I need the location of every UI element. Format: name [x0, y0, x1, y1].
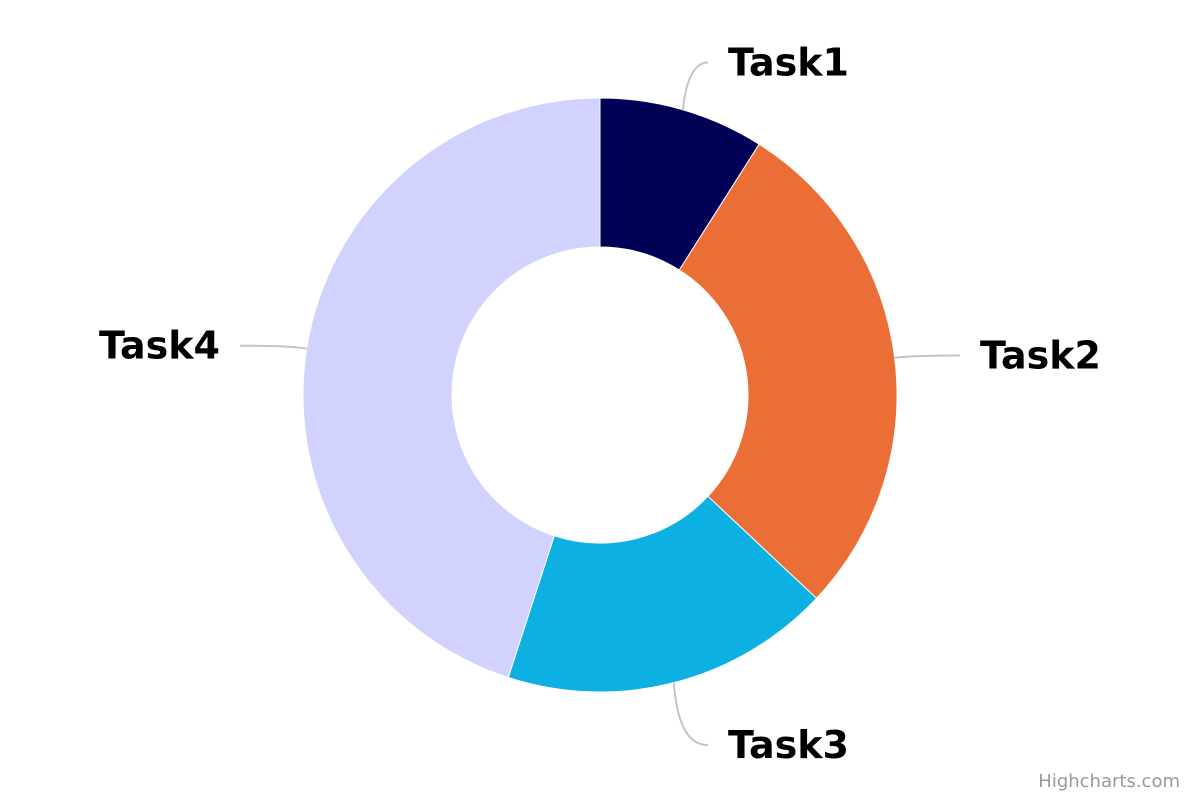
connector-task3	[672, 682, 709, 747]
slice-task2[interactable]	[678, 143, 898, 600]
connector-task2	[894, 354, 961, 359]
label-task1: Task1	[728, 41, 849, 85]
slices-group	[302, 97, 898, 693]
labels-group: Task1 Task2 Task3 Task4	[99, 41, 1101, 768]
label-task2: Task2	[980, 334, 1101, 378]
slice-task4[interactable]	[302, 97, 601, 679]
label-task3: Task3	[728, 723, 849, 767]
credits-link[interactable]: Highcharts.com	[1038, 771, 1180, 792]
connector-task4	[239, 344, 307, 350]
connector-task1	[681, 61, 709, 110]
connectors-group	[239, 61, 961, 747]
label-task4: Task4	[99, 324, 220, 368]
slice-task3[interactable]	[507, 495, 818, 693]
